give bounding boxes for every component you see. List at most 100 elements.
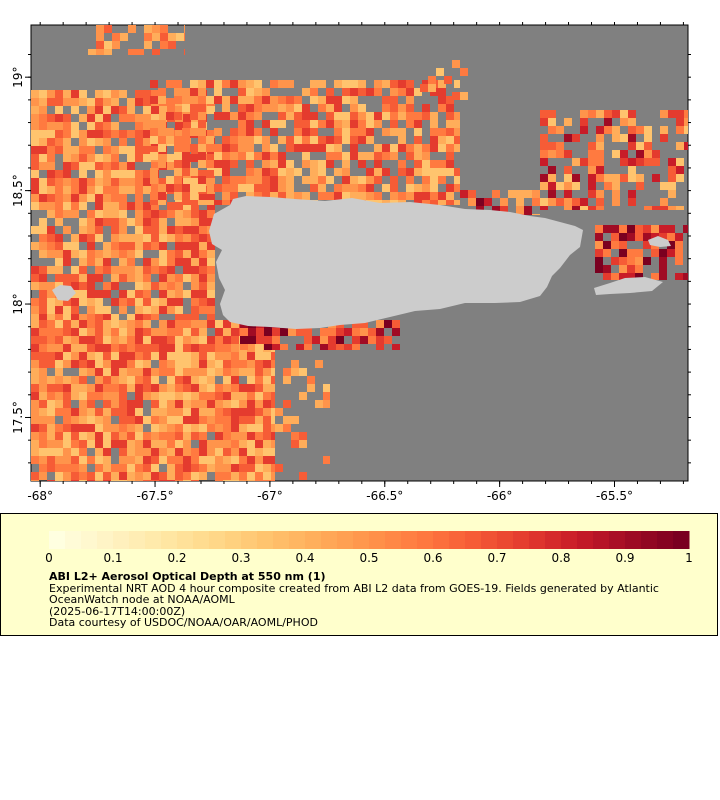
aod-pixel (183, 432, 191, 440)
aod-pixel (103, 400, 111, 408)
aod-pixel (430, 184, 438, 192)
aod-pixel (151, 392, 159, 400)
aod-pixel (143, 202, 151, 210)
aod-pixel (596, 126, 604, 134)
aod-pixel (159, 352, 167, 360)
aod-pixel (95, 114, 103, 122)
aod-pixel (207, 314, 215, 320)
aod-pixel (262, 96, 270, 104)
aod-pixel (263, 432, 271, 440)
aod-pixel (63, 298, 71, 306)
aod-pixel (158, 192, 166, 200)
aod-pixel (230, 144, 238, 152)
aod-pixel (95, 98, 103, 106)
aod-pixel (112, 33, 120, 41)
aod-pixel (119, 250, 127, 258)
aod-pixel (119, 306, 127, 314)
aod-pixel (167, 306, 175, 314)
aod-pixel (159, 432, 167, 440)
aod-pixel (143, 178, 151, 186)
aod-pixel (47, 194, 55, 202)
mona-island (52, 285, 76, 301)
aod-pixel (207, 336, 215, 344)
aod-pixel (620, 134, 628, 142)
aod-pixel (87, 392, 95, 400)
aod-pixel (79, 162, 87, 170)
aod-pixel (47, 306, 55, 314)
aod-pixel (103, 186, 111, 194)
aod-pixel (628, 158, 636, 166)
aod-pixel (167, 424, 175, 432)
aod-pixel (55, 408, 63, 416)
aod-pixel (239, 432, 247, 440)
aod-pixel (183, 266, 191, 274)
aod-pixel (143, 90, 151, 98)
aod-pixel (136, 49, 144, 55)
aod-pixel (627, 225, 635, 233)
aod-pixel (612, 150, 620, 158)
aod-pixel (572, 134, 580, 142)
aod-pixel (231, 456, 239, 464)
aod-pixel (635, 225, 643, 233)
aod-pixel (111, 154, 119, 162)
aod-pixel (63, 154, 71, 162)
aod-pixel (191, 266, 199, 274)
aod-pixel (159, 424, 167, 432)
aod-pixel (540, 174, 548, 182)
aod-pixel (199, 282, 207, 290)
aod-pixel (151, 408, 159, 416)
aod-pixel (390, 144, 398, 152)
aod-pixel (326, 192, 334, 200)
aod-pixel (159, 258, 167, 266)
aod-pixel (159, 298, 167, 306)
aod-pixel (39, 448, 47, 456)
aod-pixel (182, 128, 190, 136)
aod-pixel (47, 298, 55, 306)
aod-pixel (95, 408, 103, 416)
aod-pixel (199, 408, 207, 416)
aod-pixel (414, 128, 422, 136)
aod-pixel (334, 104, 342, 112)
aod-pixel (150, 80, 158, 88)
aod-pixel (127, 234, 135, 242)
aod-pixel (95, 306, 103, 314)
aod-pixel (283, 368, 291, 376)
aod-pixel (95, 432, 103, 440)
aod-pixel (376, 344, 384, 350)
aod-pixel (428, 84, 436, 92)
aod-pixel (271, 448, 275, 456)
aod-pixel (635, 249, 643, 257)
aod-pixel (151, 106, 159, 114)
aod-pixel (127, 162, 135, 170)
aod-pixel (223, 360, 231, 368)
aod-pixel (262, 176, 270, 184)
aod-pixel (414, 184, 422, 192)
aod-pixel (183, 122, 191, 130)
aod-pixel (254, 80, 262, 88)
aod-pixel (176, 33, 184, 41)
aod-pixel (238, 120, 246, 128)
aod-pixel (223, 320, 231, 328)
aod-pixel (159, 384, 167, 392)
aod-pixel (71, 234, 79, 242)
aod-pixel (55, 314, 63, 320)
aod-pixel (79, 226, 87, 234)
aod-pixel (628, 118, 636, 126)
aod-pixel (596, 134, 604, 142)
aod-pixel (270, 176, 278, 184)
aod-pixel (143, 352, 151, 360)
aod-pixel (247, 352, 255, 360)
aod-pixel (95, 106, 103, 114)
aod-pixel (55, 368, 63, 376)
aod-pixel (278, 176, 286, 184)
aod-pixel (628, 134, 636, 142)
aod-pixel (651, 249, 659, 257)
aod-pixel (238, 144, 246, 152)
aod-pixel (548, 174, 556, 182)
aod-pixel (406, 80, 414, 88)
aod-pixel (183, 472, 191, 480)
aod-pixel (254, 96, 262, 104)
aod-pixel (454, 80, 460, 88)
aod-pixel (47, 480, 55, 481)
aod-pixel (190, 168, 198, 176)
